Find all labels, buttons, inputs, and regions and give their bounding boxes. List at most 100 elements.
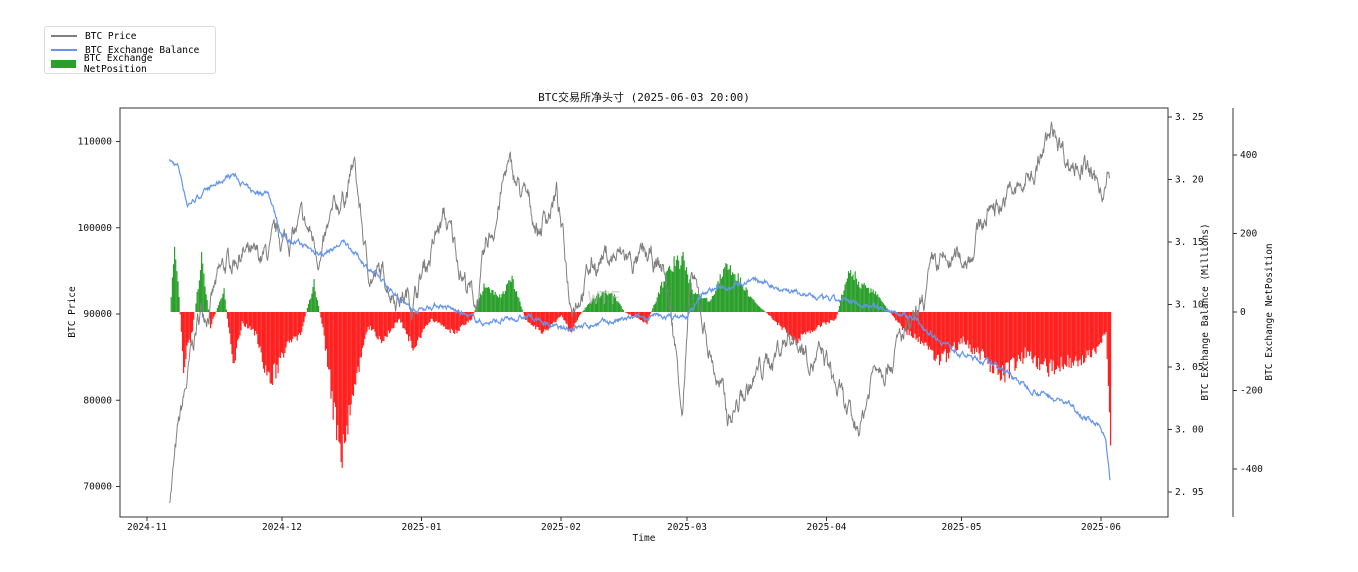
netposition-bar <box>598 293 600 312</box>
netposition-bar <box>572 312 574 331</box>
x-tick-label: 2025-05 <box>941 522 981 533</box>
netposition-bar <box>176 271 178 312</box>
netposition-bar <box>898 312 900 323</box>
netposition-bar <box>943 312 945 352</box>
netposition-bar <box>978 312 980 354</box>
netposition-bar <box>766 312 769 314</box>
netposition-bar <box>856 284 859 312</box>
netposition-bar <box>741 283 743 312</box>
netposition-bar <box>928 312 931 347</box>
netposition-bar <box>846 278 848 312</box>
netposition-bar <box>673 256 675 312</box>
netposition-bar <box>769 312 771 316</box>
netposition-bar <box>271 312 274 385</box>
netposition-bar <box>925 312 927 343</box>
netposition-bar <box>478 297 481 312</box>
netposition-bar <box>557 312 559 318</box>
netposition-bar <box>473 312 475 314</box>
netposition-bar <box>313 279 315 312</box>
netposition-bar <box>265 312 267 366</box>
x-tick-label: 2025-01 <box>401 522 441 533</box>
netposition-bar <box>528 312 530 323</box>
netposition-bar <box>862 284 864 312</box>
netposition-bar <box>1024 312 1026 348</box>
netposition-bar <box>958 312 960 343</box>
x-tick-label: 2025-06 <box>1081 522 1121 533</box>
netposition-bar <box>980 312 982 352</box>
netposition-bar <box>345 312 347 442</box>
netposition-bar <box>721 276 724 312</box>
netposition-bar <box>1061 312 1063 367</box>
netposition-bar <box>783 312 785 328</box>
netposition-bar <box>831 312 833 321</box>
netposition-bar <box>508 280 510 312</box>
netposition-bar <box>877 294 879 312</box>
netposition-bar <box>214 312 216 315</box>
netposition-bar <box>1065 312 1067 366</box>
netposition-bar <box>995 312 997 365</box>
netposition-bar <box>442 312 445 327</box>
netposition-bar <box>617 301 619 312</box>
netposition-bar <box>244 312 247 327</box>
netposition-bar <box>616 301 618 312</box>
netposition-bar <box>1081 312 1084 356</box>
netposition-bar <box>901 312 904 330</box>
netposition-bar <box>608 293 610 312</box>
netposition-bar <box>520 306 522 312</box>
netposition-bar <box>501 294 503 312</box>
netposition-bar <box>998 312 1000 374</box>
netposition-bar <box>999 312 1001 381</box>
netposition-bar <box>231 312 233 355</box>
netposition-bar <box>963 312 965 342</box>
netposition-bar <box>1080 312 1082 366</box>
netposition-bar <box>327 312 329 367</box>
netposition-bar <box>699 296 701 312</box>
legend-label: BTC Price <box>85 30 137 42</box>
netposition-bar <box>457 312 459 331</box>
netposition-bar <box>763 310 765 312</box>
netposition-bar <box>422 312 424 330</box>
netposition-bar <box>237 312 239 341</box>
netposition-bar <box>680 265 682 312</box>
netposition-bar <box>392 312 394 329</box>
netposition-bar <box>890 312 892 314</box>
netposition-bar <box>941 312 943 354</box>
netposition-bar <box>393 312 395 328</box>
netposition-bar <box>949 312 951 353</box>
netposition-bar <box>957 312 959 350</box>
netposition-bar <box>499 294 501 312</box>
netposition-bar <box>784 312 787 330</box>
netposition-bar <box>513 289 515 312</box>
netposition-bar <box>343 312 346 444</box>
netposition-bar <box>872 289 874 312</box>
netposition-bar <box>935 312 937 359</box>
netposition-bar <box>323 312 325 336</box>
netposition-bar <box>894 312 896 318</box>
netposition-bar <box>408 312 410 342</box>
netposition-bar <box>615 296 617 312</box>
netposition-bar <box>818 312 820 326</box>
netposition-bar <box>795 312 797 339</box>
netposition-bars <box>170 246 1112 468</box>
netposition-bar <box>334 312 337 407</box>
netposition-bar <box>915 312 917 340</box>
netposition-bar <box>584 307 586 312</box>
netposition-bar <box>373 312 375 330</box>
netposition-bar <box>790 312 792 337</box>
netposition-bar <box>546 312 548 330</box>
netposition-bar <box>339 312 341 444</box>
netposition-bar <box>396 312 398 323</box>
netposition-bar <box>1011 312 1013 359</box>
netposition-bar <box>402 312 404 329</box>
netposition-bar <box>444 312 446 327</box>
netposition-bar <box>406 312 409 335</box>
netposition-bar <box>841 294 843 312</box>
y-left-tick-label: 100000 <box>78 223 113 234</box>
netposition-bar <box>1023 312 1025 359</box>
netposition-bar <box>625 312 627 313</box>
netposition-bar <box>702 298 704 312</box>
netposition-bar <box>633 312 635 316</box>
netposition-bar <box>243 312 245 327</box>
netposition-bar <box>382 312 384 341</box>
netposition-bar <box>654 303 656 312</box>
